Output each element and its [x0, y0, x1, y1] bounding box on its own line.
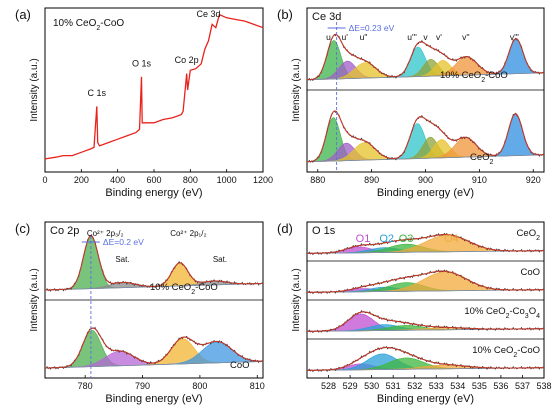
x-tick-label: 533: [429, 381, 444, 391]
fitted-envelope-line: [307, 270, 544, 293]
fitted-envelope-line: [307, 346, 544, 371]
panel-title: Ce 3d: [312, 11, 341, 23]
x-tick-label: 800: [183, 175, 198, 185]
panel-label: (b): [277, 7, 293, 22]
peak-label: u''': [407, 32, 417, 42]
x-tick-label: 531: [386, 381, 401, 391]
panel-d: 528 529 530 531 532 533 534 535 536 537 538 Binding…: [277, 221, 552, 405]
panel-label: (c): [15, 221, 30, 236]
x-tick-label: 920: [526, 175, 541, 185]
y-axis-label: Intensity (a.u.): [291, 58, 302, 121]
sample-label: 10% CeO2-CoO: [150, 282, 218, 296]
sample-label: CoO: [520, 267, 540, 278]
panel-label: (d): [277, 221, 293, 236]
x-tick-label: 536: [493, 381, 508, 391]
shift-text: ΔE=0.2 eV: [103, 237, 144, 247]
peak-label: Sat.: [115, 255, 129, 264]
component-label: O2: [379, 233, 394, 245]
x-tick-label: 528: [321, 381, 336, 391]
x-tick-label: 1200: [253, 175, 273, 185]
fitted-envelope-line: [45, 327, 264, 369]
peak-label: v': [436, 32, 442, 42]
fitted-envelope-line: [307, 233, 544, 254]
peak-label: u: [326, 32, 331, 42]
sample-label: 10% CeO2-Co3O4: [464, 306, 540, 320]
peak-label: v''': [510, 32, 519, 42]
x-tick-label: 800: [192, 381, 207, 391]
peak-label: u': [342, 32, 349, 42]
background-line: [306, 72, 545, 81]
peak-label: v: [423, 32, 428, 42]
y-axis-label: Intensity (a.u.): [291, 268, 302, 331]
component-label: O3: [399, 233, 414, 245]
x-tick-label: 910: [472, 175, 487, 185]
fitted-envelope-line: [45, 234, 264, 291]
peak-label: u'': [360, 32, 368, 42]
x-tick-label: 200: [74, 175, 89, 185]
background-line: [44, 360, 264, 369]
x-tick-label: 890: [364, 175, 379, 185]
background-line: [306, 154, 545, 163]
x-tick-label: 535: [472, 381, 487, 391]
x-tick-label: 538: [536, 381, 551, 391]
peak-label: Co²⁺ 2p₃/₂: [87, 229, 124, 238]
panel-a: 0 200 400 600 800 1000 1200 Binding energy (eV)…: [15, 7, 273, 199]
x-tick-label: 534: [450, 381, 465, 391]
x-tick-label: 790: [135, 381, 150, 391]
panel-b: 880 890 900 910 920 Binding energy (eV) Intens…: [277, 7, 545, 199]
panel-c: 780 790 800 810 Binding energy (eV) Intensity…: [15, 221, 265, 405]
x-axis-label: Binding energy (eV): [377, 187, 474, 199]
y-axis-label: Intensity (a.u.): [29, 268, 40, 331]
x-tick-label: 530: [364, 381, 379, 391]
fitted-envelope-line: [306, 110, 544, 163]
x-tick-label: 529: [343, 381, 358, 391]
x-tick-label: 0: [42, 175, 47, 185]
survey-spectrum-line: [44, 13, 264, 160]
sample-label: 10% CeO2-CoO: [440, 70, 508, 84]
x-axis-label: Binding energy (eV): [105, 187, 202, 199]
peak-annotation: Ce 3d: [196, 9, 220, 19]
fitted-envelope-line: [306, 33, 544, 81]
x-tick-label: 537: [515, 381, 530, 391]
x-tick-label: 810: [250, 381, 265, 391]
peak-label: Co²⁺ 2p₁/₂: [170, 229, 206, 238]
peak-label: v'': [462, 32, 470, 42]
axis-frame: [44, 7, 264, 173]
y-axis-label: Intensity (a.u.): [29, 58, 40, 121]
peak-annotation: Co 2p: [175, 55, 199, 65]
x-tick-label: 900: [418, 175, 433, 185]
sample-label: 10% CeO2-CoO: [53, 18, 124, 32]
peak-label: Sat.: [213, 255, 227, 264]
panel-label: (a): [15, 7, 31, 22]
peak-annotation: C 1s: [88, 88, 107, 98]
component-label: O4: [444, 233, 459, 245]
shift-text: ΔE=0.23 eV: [349, 23, 395, 33]
sample-label: CoO: [230, 360, 250, 371]
x-tick-label: 1000: [217, 175, 237, 185]
x-axis-label: Binding energy (eV): [377, 393, 474, 405]
x-tick-label: 532: [407, 381, 422, 391]
x-tick-label: 600: [146, 175, 161, 185]
component-peak: [487, 113, 544, 157]
panel-title: O 1s: [312, 225, 336, 237]
panel-title: Co 2p: [50, 225, 79, 237]
x-tick-label: 780: [78, 381, 93, 391]
component-label: O1: [356, 233, 371, 245]
peak-annotation: O 1s: [132, 58, 152, 68]
sample-label: CeO2: [470, 152, 494, 166]
x-tick-label: 400: [110, 175, 125, 185]
fitted-envelope-line: [307, 311, 544, 332]
x-axis-label: Binding energy (eV): [105, 393, 202, 405]
x-tick-label: 880: [310, 175, 325, 185]
sample-label: 10% CeO2-CoO: [472, 345, 540, 359]
sample-label: CeO2: [517, 228, 541, 242]
